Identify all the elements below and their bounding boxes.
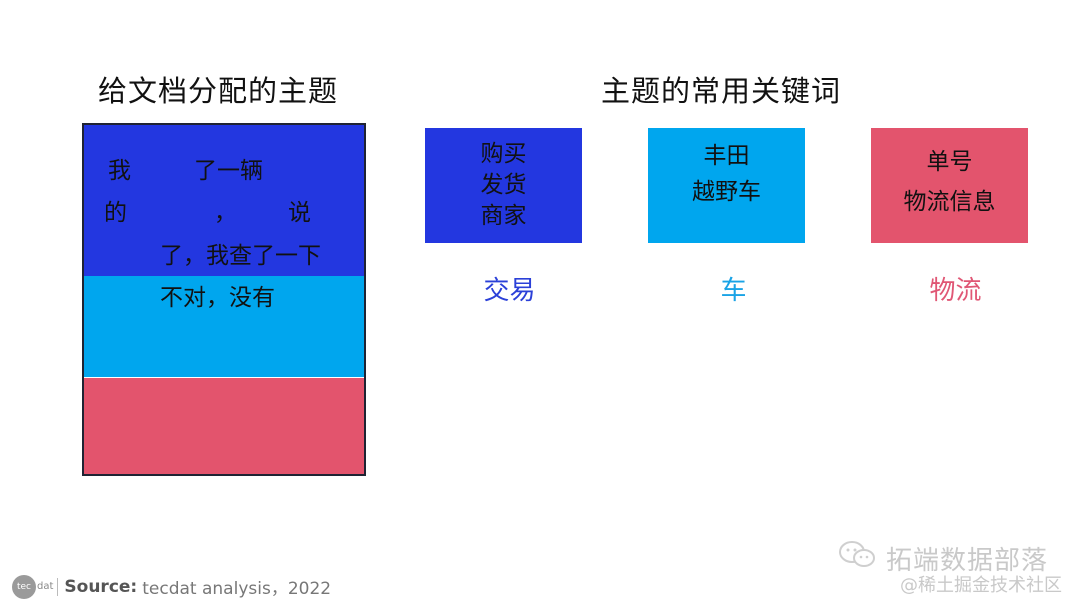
topic-label-car: 车	[720, 276, 747, 306]
keyword: 购买	[480, 141, 527, 167]
topic-label-trade: 交易	[483, 276, 536, 306]
source-footer: tec dat Source: tecdat analysis，2022	[12, 574, 331, 599]
watermark-main-text: 拓端数据部落	[886, 546, 1049, 576]
band-trade	[84, 125, 364, 276]
logo-suffix: dat	[37, 581, 54, 592]
logo-text: tec	[16, 581, 31, 592]
keyword: 发货	[480, 172, 527, 198]
assigned-topics-title: 给文档分配的主题	[98, 74, 339, 108]
doc-word: 的	[104, 200, 127, 226]
doc-word: ，	[214, 200, 237, 226]
topic-label-logistics: 物流	[929, 276, 982, 306]
keyword: 越野车	[692, 179, 761, 205]
keyword-box-logistics: 单号 物流信息	[871, 128, 1028, 243]
keyword: 物流信息	[903, 189, 996, 215]
doc-word: 我	[108, 158, 131, 184]
keyword: 丰田	[703, 143, 750, 169]
band-car	[84, 276, 364, 377]
watermark-sub-text: @稀土掘金技术社区	[900, 575, 1062, 596]
topic-keywords-title: 主题的常用关键词	[601, 74, 842, 108]
band-logistics	[84, 378, 364, 474]
footer-divider	[57, 577, 59, 596]
doc-word: 了，我查了一下	[160, 243, 321, 269]
source-label: Source:	[64, 576, 138, 597]
watermark: 拓端数据部落 @稀土掘金技术社区	[838, 540, 1062, 597]
source-text: tecdat analysis，2022	[142, 579, 332, 599]
keyword-box-trade: 购买 发货 商家	[425, 128, 582, 243]
keyword: 单号	[926, 149, 973, 175]
keyword: 商家	[480, 203, 527, 229]
document-box: 我 了一辆 的 ， 说 了，我查了一下 不对，没有	[82, 123, 366, 476]
keyword-box-car: 丰田 越野车	[648, 128, 805, 243]
doc-word: 说	[288, 200, 311, 226]
doc-word: 了一辆	[194, 158, 263, 184]
tecdat-logo: tec	[12, 574, 36, 599]
doc-word: 不对，没有	[160, 285, 275, 311]
wechat-icon	[838, 540, 878, 577]
